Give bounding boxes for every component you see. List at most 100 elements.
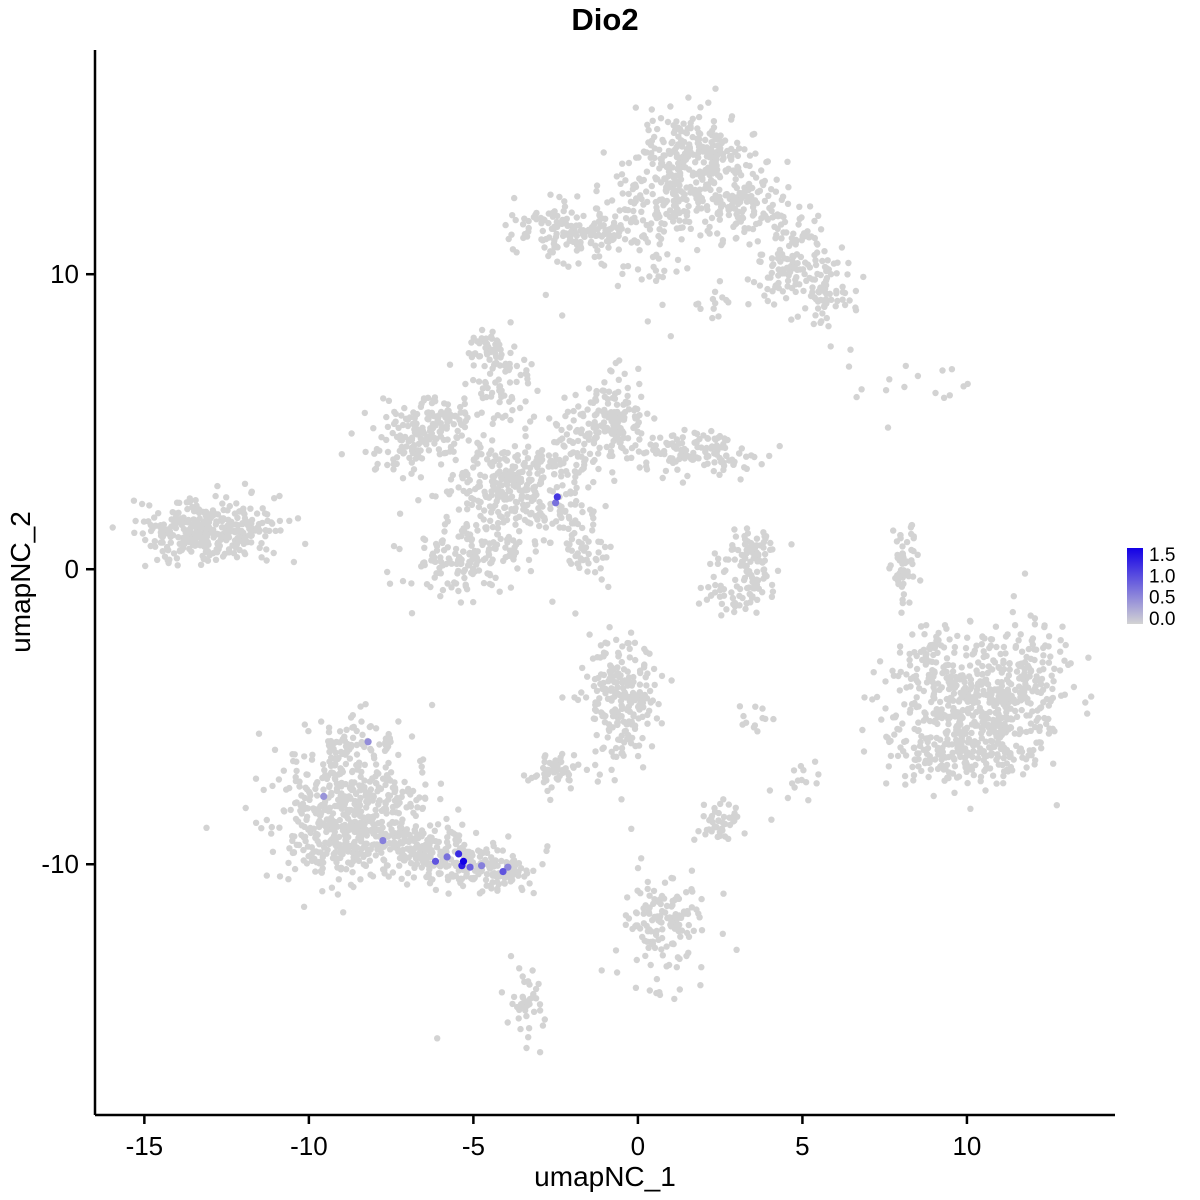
cell-point xyxy=(717,132,724,139)
cell-point xyxy=(392,410,399,418)
cell-point xyxy=(399,577,407,585)
cell-point xyxy=(900,591,908,598)
cell-point xyxy=(906,662,914,669)
cell-point xyxy=(675,167,683,174)
cell-point xyxy=(743,453,750,460)
cell-point xyxy=(484,861,492,868)
cell-point xyxy=(522,425,529,432)
expressing-cell-point xyxy=(320,792,328,801)
cell-point xyxy=(413,410,421,418)
cell-point xyxy=(890,527,897,534)
cell-point xyxy=(591,569,599,576)
cell-point xyxy=(552,452,559,459)
cell-point xyxy=(578,502,585,509)
cell-point xyxy=(769,546,776,553)
cell-point xyxy=(760,181,767,189)
cell-point xyxy=(695,204,702,212)
cell-point xyxy=(903,538,911,546)
cell-point xyxy=(580,465,587,472)
cell-point xyxy=(818,318,825,325)
cell-point xyxy=(502,544,509,551)
cell-point xyxy=(760,529,767,536)
cell-point xyxy=(747,558,754,565)
cell-point xyxy=(962,644,970,652)
cell-point xyxy=(800,287,807,295)
cell-point xyxy=(653,214,660,222)
cell-point xyxy=(773,176,780,183)
cell-point xyxy=(1019,675,1026,683)
cell-point xyxy=(209,507,217,514)
cell-point xyxy=(402,415,410,423)
cell-point xyxy=(728,152,735,160)
cell-point xyxy=(654,449,662,456)
cell-point xyxy=(437,428,445,435)
cell-point xyxy=(396,510,404,517)
cell-point xyxy=(658,672,666,680)
cell-point xyxy=(600,222,607,229)
cell-point xyxy=(939,367,946,374)
cell-point xyxy=(962,758,969,766)
cell-point xyxy=(668,874,675,882)
cell-point xyxy=(518,493,526,500)
cell-point xyxy=(370,752,378,759)
cell-point xyxy=(841,289,849,297)
cell-point xyxy=(385,733,392,740)
cell-point xyxy=(679,479,687,486)
cell-point xyxy=(600,149,607,156)
cell-point xyxy=(816,286,823,294)
cell-point xyxy=(1003,676,1011,683)
cell-point xyxy=(989,772,997,779)
cell-point xyxy=(1006,660,1013,667)
cell-point xyxy=(627,219,635,226)
expressing-cell-point xyxy=(364,738,372,746)
cell-point xyxy=(415,440,423,447)
cell-point xyxy=(556,193,563,201)
cell-point xyxy=(619,444,626,452)
cell-point xyxy=(705,584,712,591)
cell-point xyxy=(403,826,411,833)
cell-point xyxy=(480,556,487,564)
cell-point xyxy=(321,801,328,808)
cell-point xyxy=(758,461,765,468)
cell-point xyxy=(1041,714,1048,722)
cell-point xyxy=(483,846,490,853)
cell-point xyxy=(655,700,662,708)
cell-point xyxy=(958,732,965,739)
cell-point xyxy=(540,537,547,544)
cell-point xyxy=(362,789,369,796)
cell-point xyxy=(631,639,639,646)
x-tick-label: 0 xyxy=(631,1131,645,1161)
cell-point xyxy=(622,177,629,184)
cell-point xyxy=(949,668,957,675)
cell-point xyxy=(206,552,213,559)
cell-point xyxy=(906,599,913,606)
cell-point xyxy=(619,160,626,167)
cell-point xyxy=(668,677,675,684)
cell-point xyxy=(930,693,937,700)
cell-point xyxy=(674,206,681,213)
cell-point xyxy=(560,442,567,449)
cell-point xyxy=(781,218,789,226)
cell-point xyxy=(320,821,327,828)
cell-point xyxy=(399,788,406,795)
cell-point xyxy=(643,168,651,175)
cell-point xyxy=(532,548,539,555)
cell-point xyxy=(521,356,528,363)
x-tick-label: -5 xyxy=(462,1131,485,1161)
cell-point xyxy=(715,809,722,817)
cell-point xyxy=(1082,699,1089,706)
cell-point xyxy=(720,796,727,803)
cell-point xyxy=(658,934,666,942)
cell-point xyxy=(812,257,819,264)
cell-point xyxy=(766,787,774,794)
cell-point xyxy=(204,557,212,564)
cell-point xyxy=(802,259,809,266)
cell-point xyxy=(608,197,616,204)
cell-point xyxy=(440,547,448,554)
legend-tick-label: 0.5 xyxy=(1149,588,1175,609)
cell-point xyxy=(593,182,601,189)
cell-point xyxy=(399,846,407,854)
cell-point xyxy=(378,434,385,441)
cell-point xyxy=(149,525,156,532)
cell-point xyxy=(470,598,477,606)
